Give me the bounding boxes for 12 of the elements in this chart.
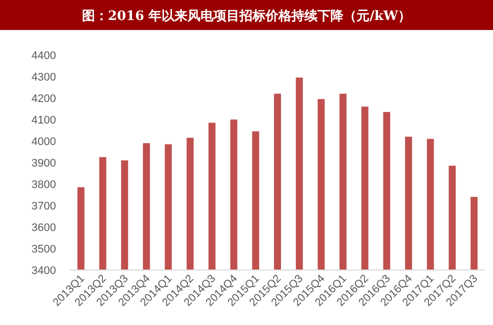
y-tick-label: 4100 <box>32 114 56 126</box>
y-tick-label: 3800 <box>32 179 56 191</box>
y-tick-label: 4200 <box>32 93 56 105</box>
y-tick-label: 3500 <box>32 244 56 256</box>
y-tick-label: 3900 <box>32 158 56 170</box>
chart-title: 图：2016 年以来风电项目招标价格持续下降（元/kW） <box>82 9 412 24</box>
y-tick-label: 3700 <box>32 200 56 212</box>
y-tick-label: 4400 <box>32 50 56 62</box>
y-tick-label: 3400 <box>32 265 56 277</box>
y-tick-label: 3600 <box>32 222 56 234</box>
y-tick-label: 4300 <box>32 72 56 84</box>
y-tick-label: 4000 <box>32 136 56 148</box>
